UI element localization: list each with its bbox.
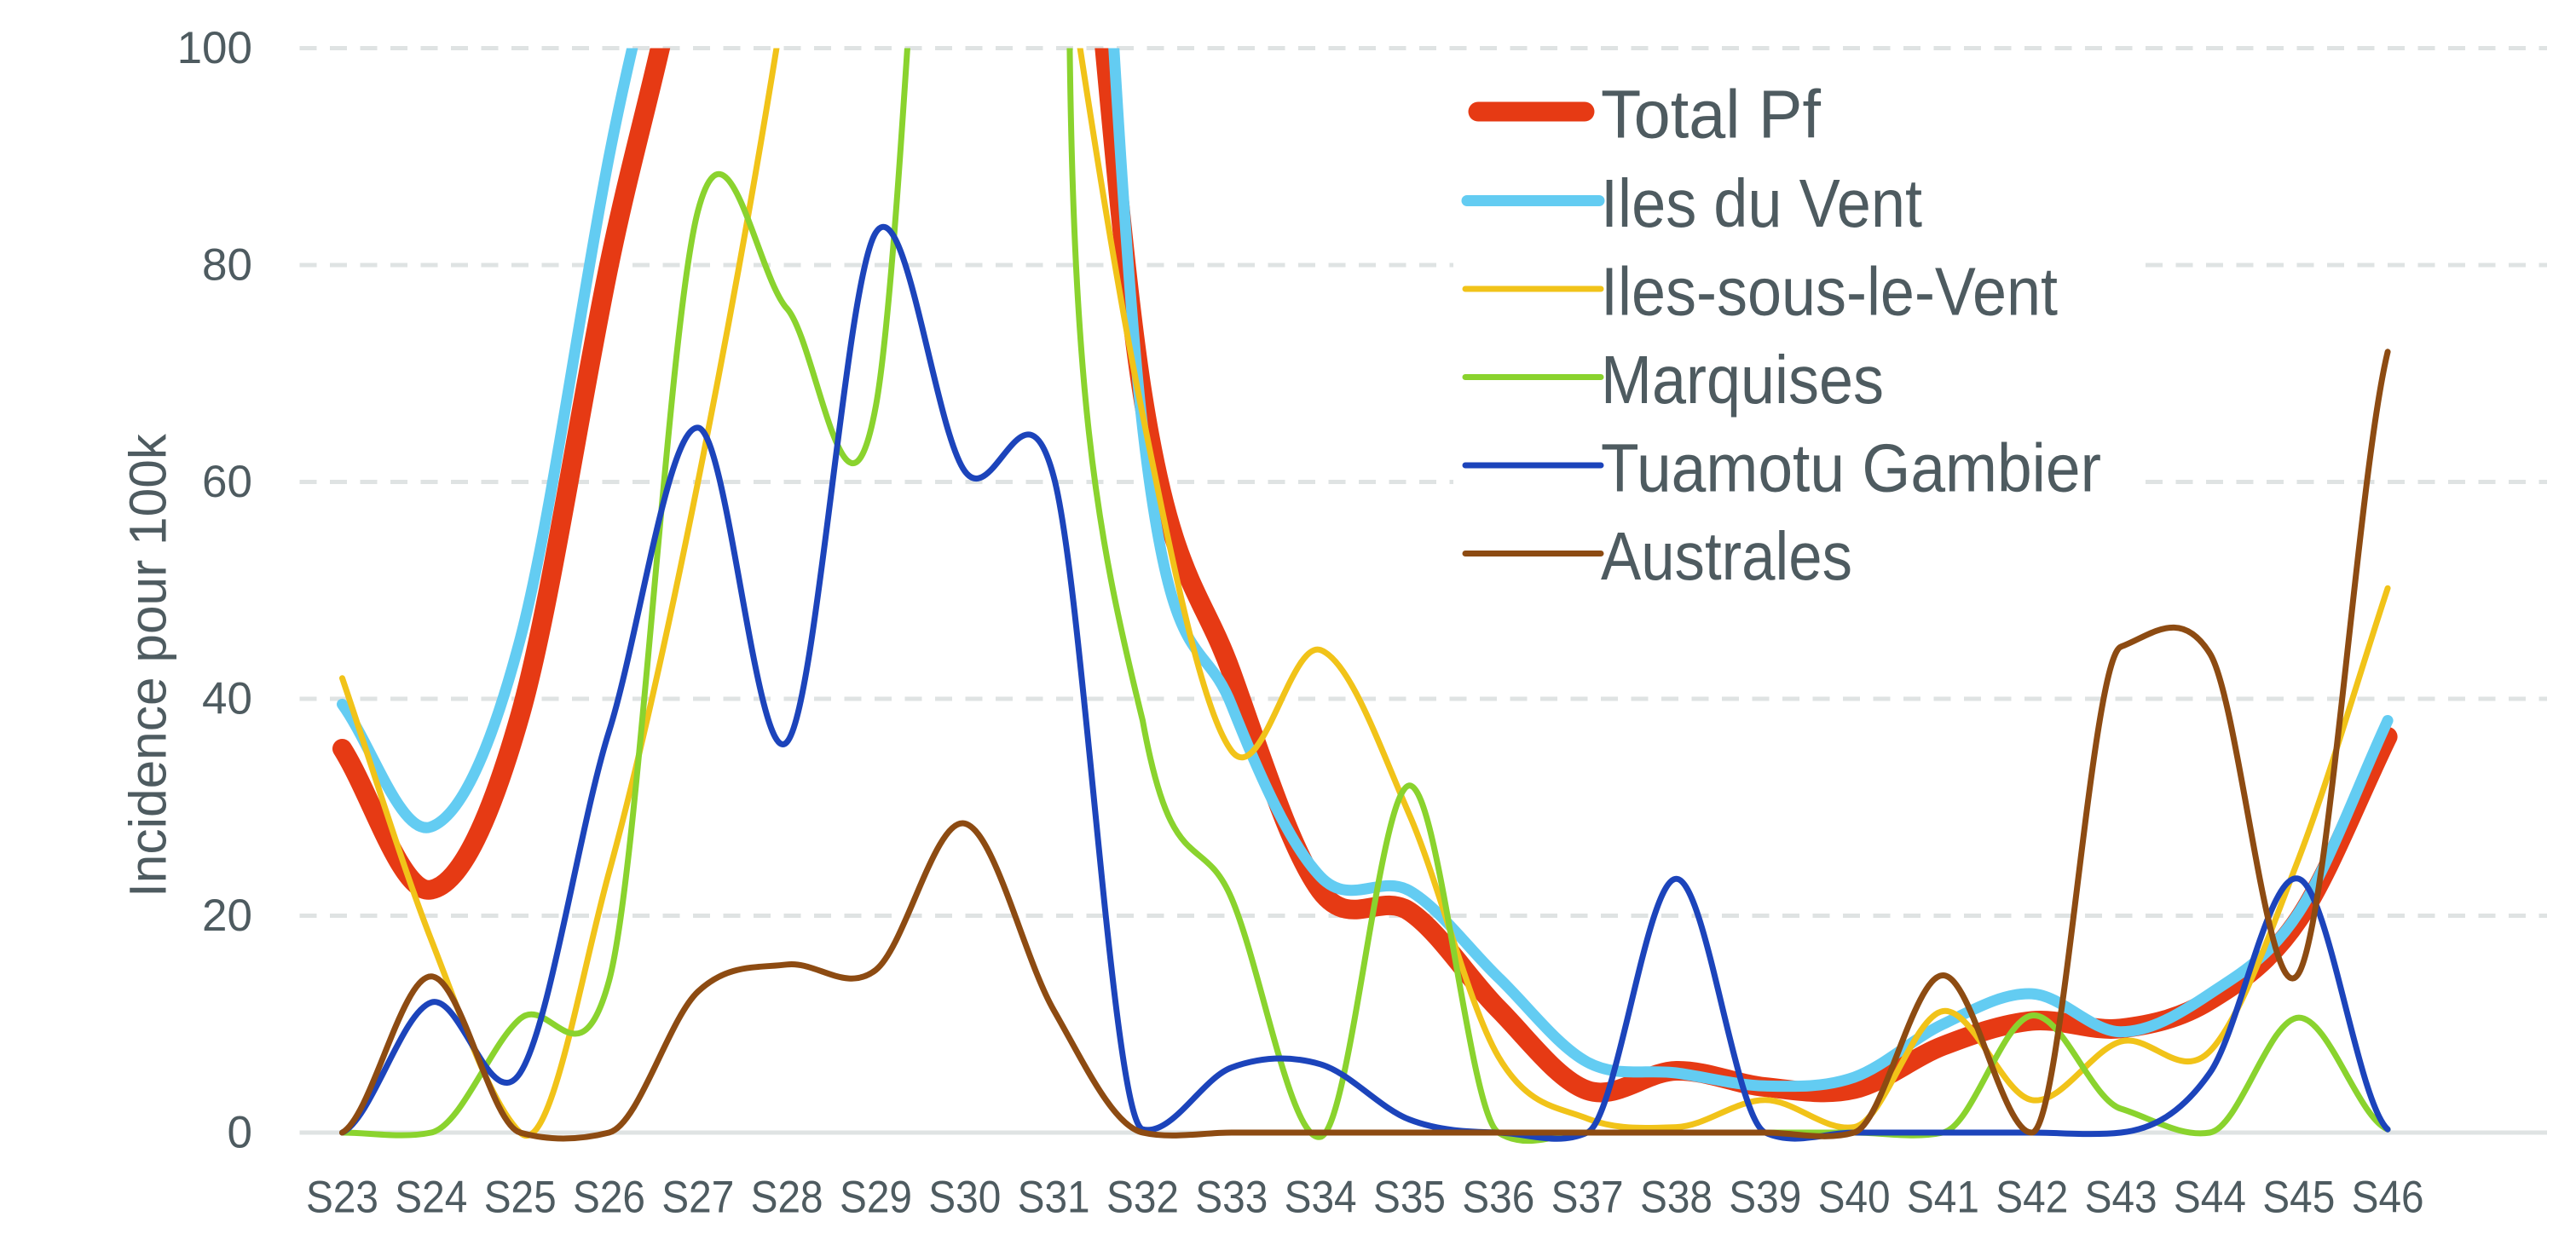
svg-text:S23: S23 (306, 1173, 378, 1223)
svg-text:Incidence pour 100k: Incidence pour 100k (119, 434, 177, 897)
svg-text:S44: S44 (2174, 1173, 2246, 1223)
svg-text:100: 100 (177, 23, 252, 73)
svg-text:Iles-sous-le-Vent: Iles-sous-le-Vent (1601, 254, 2058, 330)
svg-text:S37: S37 (1551, 1173, 1624, 1223)
svg-text:40: 40 (202, 674, 252, 724)
svg-text:60: 60 (202, 457, 252, 507)
svg-text:S46: S46 (2352, 1173, 2424, 1223)
svg-text:S33: S33 (1195, 1173, 1268, 1223)
svg-text:S36: S36 (1462, 1173, 1534, 1223)
svg-text:S31: S31 (1018, 1173, 1090, 1223)
svg-text:S28: S28 (751, 1173, 823, 1223)
svg-text:S40: S40 (1818, 1173, 1891, 1223)
svg-text:S39: S39 (1729, 1173, 1801, 1223)
svg-text:S41: S41 (1907, 1173, 1979, 1223)
svg-text:S34: S34 (1285, 1173, 1357, 1223)
svg-text:S43: S43 (2085, 1173, 2157, 1223)
svg-text:0: 0 (228, 1108, 252, 1158)
svg-text:Iles du Vent: Iles du Vent (1601, 165, 1922, 241)
svg-text:20: 20 (202, 891, 252, 941)
svg-text:Australes: Australes (1601, 518, 1852, 594)
svg-text:S29: S29 (840, 1173, 912, 1223)
svg-text:S38: S38 (1640, 1173, 1713, 1223)
svg-text:S32: S32 (1106, 1173, 1179, 1223)
svg-text:Marquises: Marquises (1601, 342, 1884, 418)
svg-text:S27: S27 (661, 1173, 734, 1223)
svg-text:80: 80 (202, 240, 252, 291)
svg-text:S24: S24 (395, 1173, 467, 1223)
svg-text:S42: S42 (1996, 1173, 2068, 1223)
svg-text:S45: S45 (2262, 1173, 2335, 1223)
svg-text:S35: S35 (1373, 1173, 1446, 1223)
svg-text:Total Pf: Total Pf (1601, 77, 1822, 153)
svg-text:S30: S30 (928, 1173, 1001, 1223)
svg-text:S26: S26 (573, 1173, 645, 1223)
svg-text:S25: S25 (484, 1173, 557, 1223)
svg-text:Tuamotu Gambier: Tuamotu Gambier (1601, 430, 2101, 506)
